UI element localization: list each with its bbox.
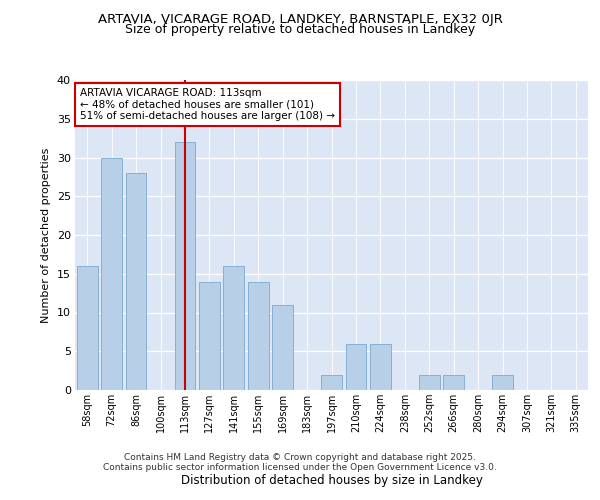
Bar — [175, 142, 196, 390]
Text: Contains public sector information licensed under the Open Government Licence v3: Contains public sector information licen… — [103, 464, 497, 472]
Bar — [370, 344, 391, 390]
Bar — [492, 374, 513, 390]
Bar — [248, 282, 269, 390]
Text: ARTAVIA VICARAGE ROAD: 113sqm
← 48% of detached houses are smaller (101)
51% of : ARTAVIA VICARAGE ROAD: 113sqm ← 48% of d… — [80, 88, 335, 121]
X-axis label: Distribution of detached houses by size in Landkey: Distribution of detached houses by size … — [181, 474, 482, 487]
Bar — [223, 266, 244, 390]
Bar — [419, 374, 440, 390]
Bar — [77, 266, 98, 390]
Text: Size of property relative to detached houses in Landkey: Size of property relative to detached ho… — [125, 22, 475, 36]
Text: ARTAVIA, VICARAGE ROAD, LANDKEY, BARNSTAPLE, EX32 0JR: ARTAVIA, VICARAGE ROAD, LANDKEY, BARNSTA… — [98, 12, 502, 26]
Bar — [199, 282, 220, 390]
Text: Contains HM Land Registry data © Crown copyright and database right 2025.: Contains HM Land Registry data © Crown c… — [124, 454, 476, 462]
Bar — [272, 304, 293, 390]
Bar — [346, 344, 367, 390]
Bar — [443, 374, 464, 390]
Y-axis label: Number of detached properties: Number of detached properties — [41, 148, 51, 322]
Bar — [321, 374, 342, 390]
Bar — [101, 158, 122, 390]
Bar — [125, 173, 146, 390]
